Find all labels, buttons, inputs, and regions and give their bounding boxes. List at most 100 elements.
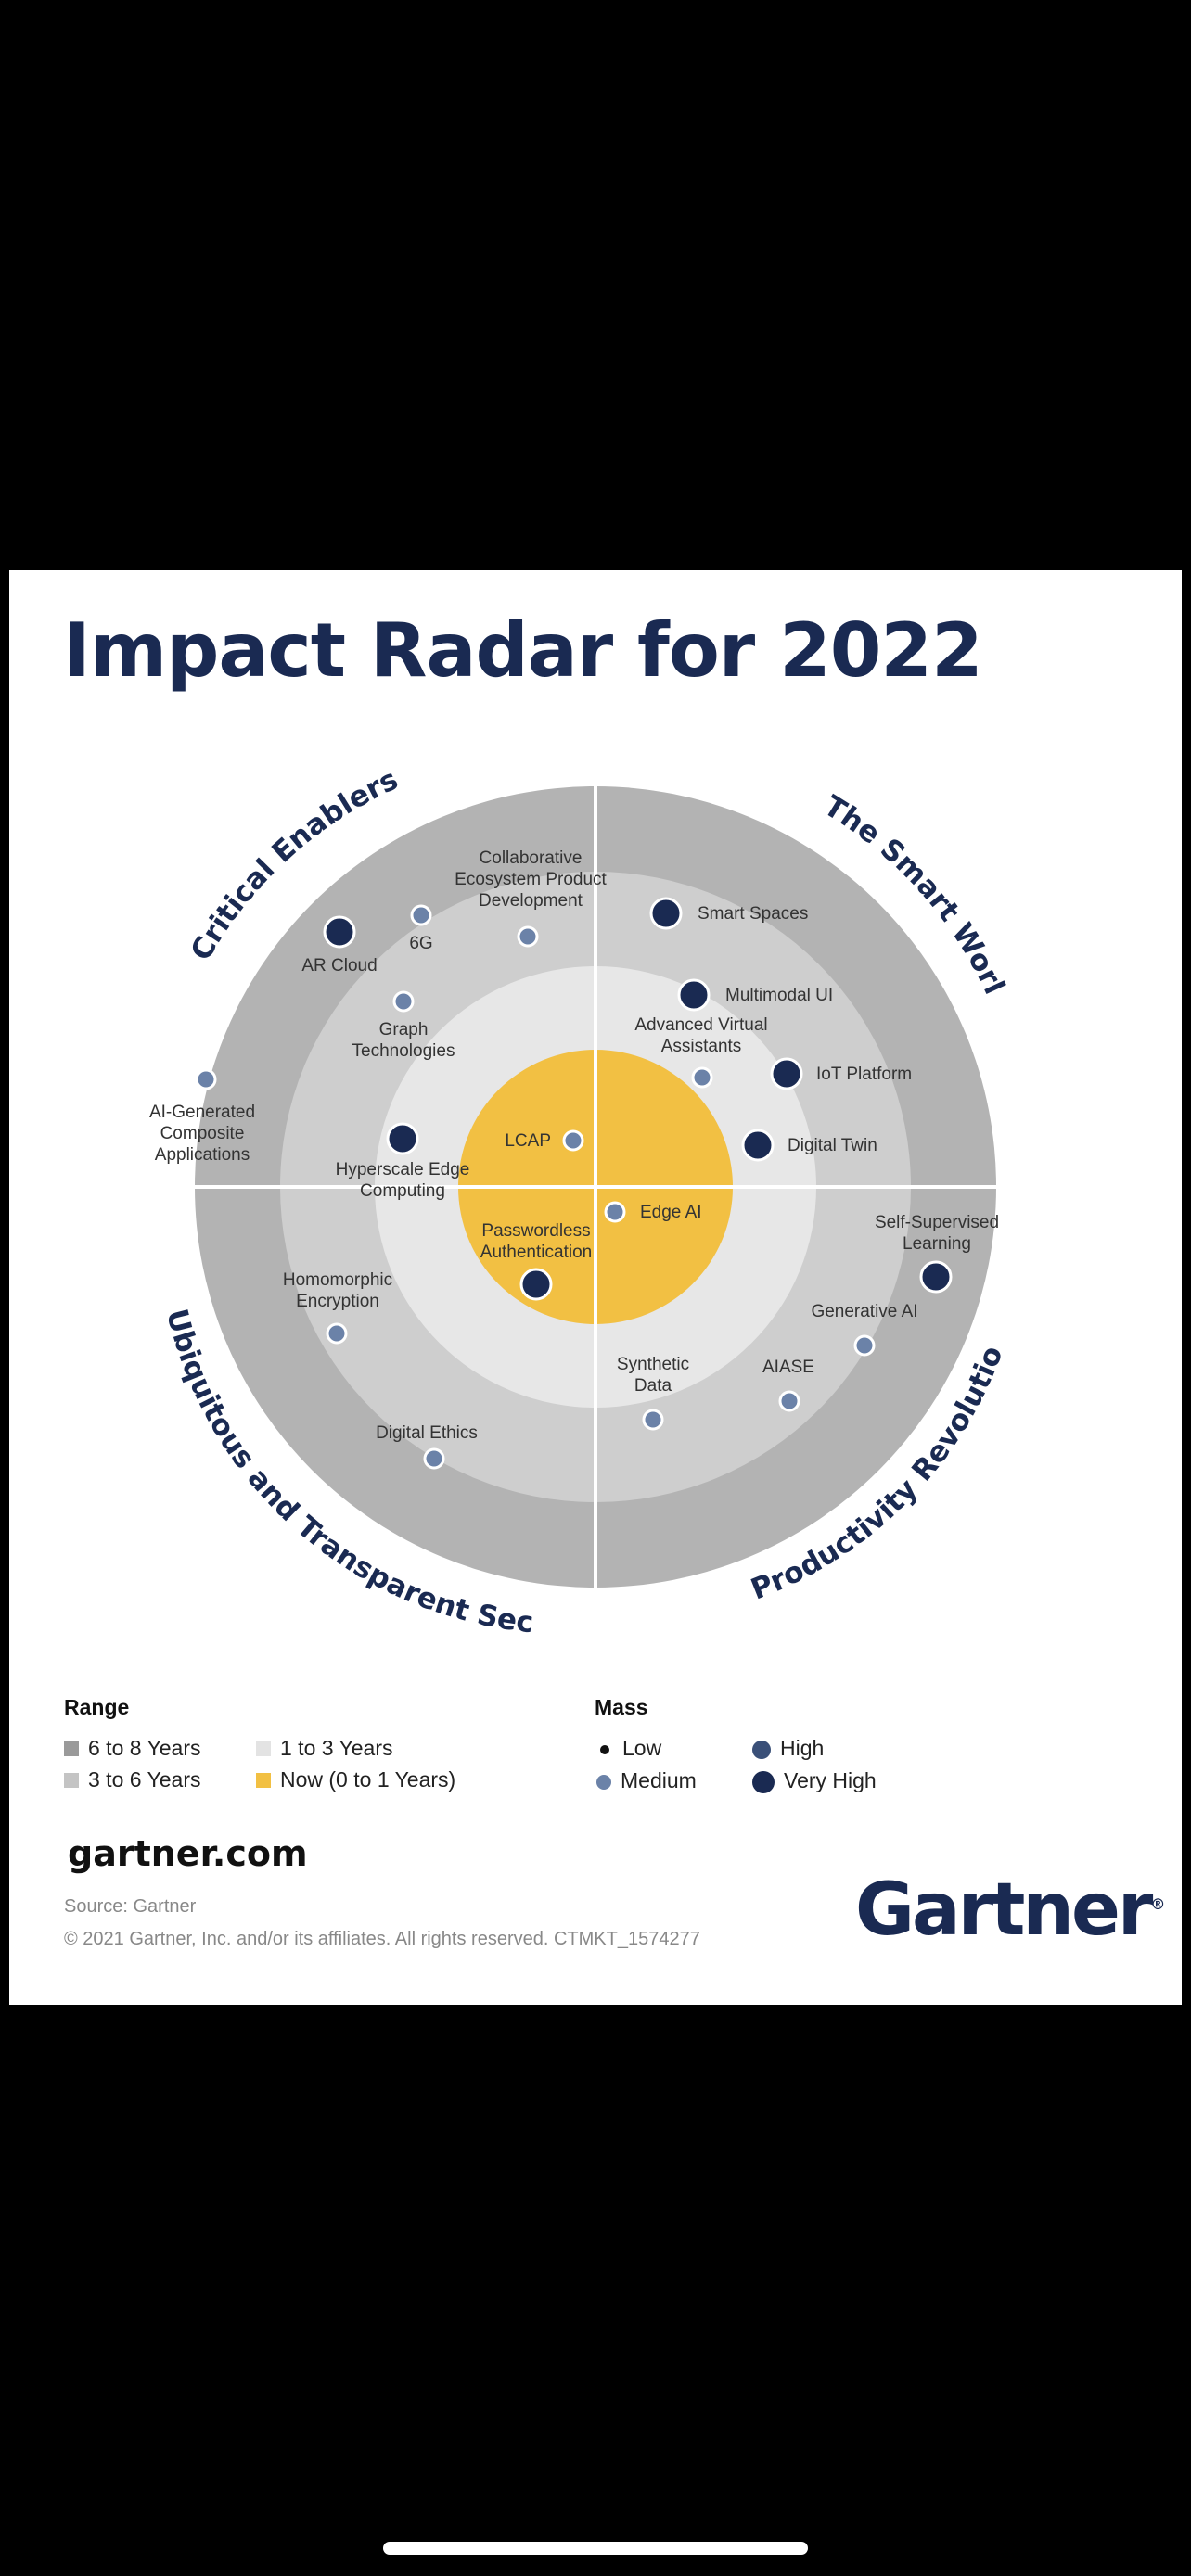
source-note: Source: Gartner (64, 1896, 197, 1917)
synthetic-data-label-line: Data (634, 1376, 672, 1396)
self-supervised-label-line: Learning (903, 1234, 971, 1254)
range-6-to-8: 6 to 8 Years (64, 1736, 201, 1761)
range-3-to-6: 3 to 6 Years (64, 1767, 201, 1792)
ai-generated-dot (195, 1068, 217, 1090)
digital-twin-label: Digital Twin (788, 1136, 877, 1155)
mass-medium-dot (596, 1774, 611, 1790)
mass-high-label: High (780, 1736, 825, 1760)
six-g-dot (410, 904, 432, 926)
graph-technologies-label-line: Technologies (352, 1041, 455, 1061)
mass-high-dot (752, 1740, 771, 1759)
multimodal-ui-dot (677, 978, 711, 1012)
smart-spaces-label: Smart Spaces (698, 904, 808, 924)
iot-platform-dot (770, 1057, 803, 1090)
page-title: Impact Radar for 2022 (63, 607, 983, 694)
site-link[interactable]: gartner.com (68, 1833, 308, 1874)
range-now-swatch (256, 1773, 271, 1788)
advanced-virtual-assistants-label: Advanced Virtual Assistants (634, 1015, 767, 1056)
homomorphic-label-line: Encryption (296, 1292, 379, 1311)
self-supervised-dot (919, 1260, 953, 1294)
collaborative-ecosystem-label-line: Development (479, 891, 583, 911)
aiase-dot (778, 1390, 800, 1412)
range-now: Now (0 to 1 Years) (256, 1767, 455, 1792)
aiase-label-line: AIASE (762, 1358, 814, 1377)
ar-cloud-label: AR Cloud (301, 956, 377, 976)
six-g-label-line: 6G (409, 934, 432, 953)
passwordless-label: Passwordless Authentication (480, 1221, 592, 1262)
mass-legend: Mass Low Medium High Very High (595, 1695, 966, 1797)
lcap-dot (562, 1129, 584, 1152)
ar-cloud-label-line: AR Cloud (301, 956, 377, 976)
edge-ai-label-line: Edge AI (640, 1203, 702, 1222)
mass-low-dot (600, 1744, 609, 1754)
smart-spaces-label-line: Smart Spaces (698, 904, 808, 924)
advanced-virtual-assistants-label-line: Advanced Virtual (634, 1015, 767, 1035)
mass-medium-label: Medium (621, 1768, 697, 1792)
digital-ethics-label-line: Digital Ethics (376, 1423, 478, 1443)
copyright-note: © 2021 Gartner, Inc. and/or its affiliat… (64, 1929, 700, 1949)
self-supervised-label-line: Self-Supervised (875, 1213, 999, 1232)
six-g-label: 6G (409, 934, 432, 953)
self-supervised-label: Self-Supervised Learning (875, 1213, 999, 1254)
hyperscale-edge-label-line: Computing (360, 1181, 445, 1201)
graph-technologies-label-line: Graph (379, 1020, 429, 1039)
mass-high: High (752, 1736, 824, 1761)
passwordless-label-line: Passwordless (481, 1221, 590, 1241)
ai-generated-label-line: Composite (160, 1124, 245, 1143)
edge-ai-label: Edge AI (640, 1203, 702, 1222)
synthetic-data-label-line: Synthetic (617, 1355, 689, 1374)
graph-technologies-dot (392, 990, 415, 1013)
graph-technologies-label: Graph Technologies (352, 1020, 455, 1061)
passwordless-label-line: Authentication (480, 1243, 592, 1262)
lcap-label: LCAP (505, 1131, 551, 1151)
mass-medium: Medium (596, 1768, 697, 1793)
ai-generated-label: AI-Generated Composite Applications (149, 1103, 255, 1165)
homomorphic-label: Homomorphic Encryption (283, 1270, 392, 1311)
generative-ai-label-line: Generative AI (811, 1302, 917, 1321)
hyperscale-edge-dot (386, 1122, 419, 1155)
collaborative-ecosystem-dot (517, 925, 539, 948)
multimodal-ui-label: Multimodal UI (725, 986, 833, 1005)
edge-ai-dot (604, 1201, 626, 1223)
mass-very-high: Very High (752, 1768, 877, 1793)
range-legend: Range 6 to 8 Years 3 to 6 Years 1 to 3 Y… (64, 1695, 528, 1797)
hyperscale-edge-label-line: Hyperscale Edge (336, 1160, 470, 1180)
homomorphic-dot (326, 1322, 348, 1345)
range-3-to-6-label: 3 to 6 Years (88, 1767, 201, 1792)
homomorphic-label-line: Homomorphic (283, 1270, 392, 1290)
lcap-label-line: LCAP (505, 1131, 551, 1151)
synthetic-data-label: Synthetic Data (617, 1355, 689, 1396)
multimodal-ui-label-line: Multimodal UI (725, 986, 833, 1005)
ar-cloud-dot (323, 915, 356, 949)
infographic-card: Impact Radar for 2022 Critical Enablers … (9, 570, 1182, 2005)
digital-twin-dot (741, 1129, 775, 1162)
iot-platform-label: IoT Platform (816, 1065, 912, 1084)
range-1-to-3-label: 1 to 3 Years (280, 1736, 393, 1760)
gartner-logo-text: Gartner (855, 1868, 1153, 1952)
mass-legend-title: Mass (595, 1695, 648, 1719)
range-legend-title: Range (64, 1695, 130, 1719)
ai-generated-label-line: Applications (155, 1145, 250, 1165)
range-1-to-3: 1 to 3 Years (256, 1736, 393, 1761)
range-now-label: Now (0 to 1 Years) (280, 1767, 456, 1792)
range-6-to-8-swatch (64, 1741, 79, 1756)
advanced-virtual-assistants-dot (691, 1066, 713, 1089)
generative-ai-label: Generative AI (811, 1302, 917, 1321)
range-3-to-6-swatch (64, 1773, 79, 1788)
ai-generated-label-line: AI-Generated (149, 1103, 255, 1122)
mass-very-high-label: Very High (784, 1768, 877, 1792)
aiase-label: AIASE (762, 1358, 814, 1377)
collaborative-ecosystem-label-line: Collaborative (480, 848, 583, 868)
mass-very-high-dot (752, 1770, 775, 1793)
advanced-virtual-assistants-label-line: Assistants (661, 1037, 742, 1056)
impact-radar: Critical Enablers The Smart World Ubiqui… (9, 570, 1011, 1639)
iot-platform-label-line: IoT Platform (816, 1065, 912, 1084)
hyperscale-edge-label: Hyperscale Edge Computing (336, 1160, 470, 1201)
home-indicator[interactable] (383, 2542, 808, 2555)
synthetic-data-dot (642, 1409, 664, 1431)
digital-ethics-label: Digital Ethics (376, 1423, 478, 1443)
mass-low: Low (596, 1736, 661, 1761)
passwordless-dot (519, 1268, 553, 1301)
digital-twin-label-line: Digital Twin (788, 1136, 877, 1155)
range-6-to-8-label: 6 to 8 Years (88, 1736, 201, 1760)
